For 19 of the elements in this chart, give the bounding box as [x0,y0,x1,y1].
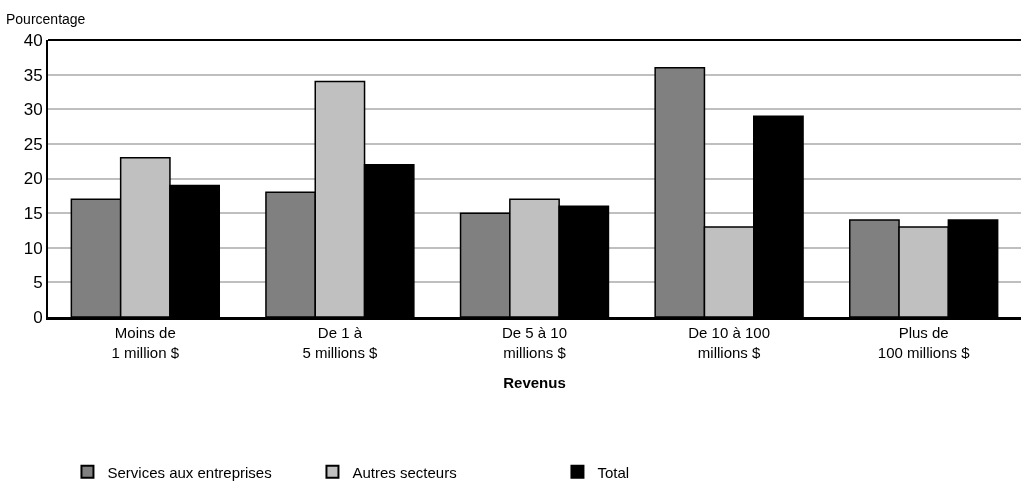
y-tick-label: 20 [23,169,43,189]
x-axis-title: Revenus [503,373,566,391]
x-tick-label: De 10 à 100 millions $ [688,324,770,361]
y-tick-label: 5 [33,273,43,293]
y-tick-label: 35 [23,65,43,85]
x-tick-label: De 1 à 5 millions $ [302,324,379,361]
y-tick-label: 10 [23,238,43,258]
y-tick-label: 15 [23,204,43,224]
y-tick-label: 30 [23,100,43,120]
x-tick-label: De 5 à 10 millions $ [501,324,568,361]
y-tick-label: 0 [33,307,43,327]
y-tick-label: 40 [23,30,43,50]
legend-label: Total [597,463,630,481]
y-tick-label: 25 [23,134,43,154]
y-axis-title: Pourcentage [6,11,86,27]
legend-label: Autres secteurs [352,463,457,481]
x-tick-label: Plus de 100 millions $ [877,324,971,361]
legend-label: Services aux entreprises [107,463,272,481]
x-tick-label: Moins de 1 million $ [111,324,180,361]
